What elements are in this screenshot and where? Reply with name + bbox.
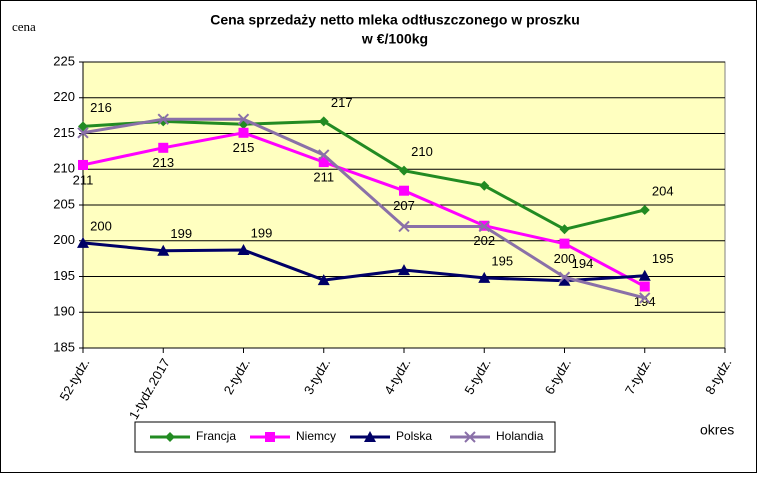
marker xyxy=(399,165,409,176)
marker xyxy=(479,180,490,191)
series-line xyxy=(82,119,646,231)
marker xyxy=(317,274,330,286)
y-tick-label: 210 xyxy=(53,161,75,176)
data-label: 199 xyxy=(251,225,273,240)
marker xyxy=(639,292,651,304)
y-tick-label: 185 xyxy=(53,339,75,354)
data-label: 216 xyxy=(90,100,112,115)
series-line xyxy=(82,117,646,300)
data-label: 211 xyxy=(73,172,94,187)
legend-label: Holandia xyxy=(496,429,544,443)
series-line xyxy=(82,241,645,283)
data-label: 195 xyxy=(491,253,513,268)
marker xyxy=(157,113,169,125)
marker xyxy=(157,244,170,256)
data-label: 215 xyxy=(233,140,255,155)
data-label: 210 xyxy=(411,144,433,159)
data-label: 217 xyxy=(331,95,353,110)
legend-label: Francja xyxy=(196,429,236,443)
y-tick-label: 200 xyxy=(53,232,75,247)
marker xyxy=(237,244,250,256)
data-label: 207 xyxy=(393,198,415,213)
marker xyxy=(464,431,476,443)
y-tick-label: 195 xyxy=(53,268,75,283)
marker xyxy=(78,121,88,132)
data-label: 204 xyxy=(652,183,674,198)
marker xyxy=(398,264,410,276)
y-tick-label: 220 xyxy=(53,89,75,104)
marker xyxy=(398,220,410,233)
legend-label: Polska xyxy=(396,429,432,443)
legend-label: Niemcy xyxy=(296,429,336,443)
marker xyxy=(559,224,570,235)
y-tick-label: 225 xyxy=(53,53,75,68)
y-tick-label: 215 xyxy=(53,125,75,140)
marker xyxy=(558,274,571,286)
marker xyxy=(559,238,570,249)
chart-title: Cena sprzedaży netto mleka odtłuszczoneg… xyxy=(210,12,580,28)
marker xyxy=(399,185,409,196)
marker xyxy=(165,432,175,442)
series-line xyxy=(82,131,646,288)
y-tick-label: 205 xyxy=(53,196,75,211)
marker xyxy=(318,116,329,127)
marker xyxy=(639,281,650,292)
marker xyxy=(318,157,329,168)
marker xyxy=(639,205,650,216)
marker xyxy=(558,271,571,283)
marker xyxy=(78,159,88,170)
data-label: 195 xyxy=(652,251,674,266)
marker xyxy=(238,127,249,138)
marker xyxy=(77,127,89,139)
data-label: 211 xyxy=(313,170,334,185)
marker xyxy=(478,271,491,283)
data-label: 202 xyxy=(473,233,495,248)
chart-subtitle: w €/100kg xyxy=(361,31,428,47)
marker xyxy=(265,432,275,442)
data-label: 200 xyxy=(90,218,112,233)
y-axis-label: cena xyxy=(12,19,36,34)
marker xyxy=(77,236,89,248)
x-axis-label: okres xyxy=(700,422,734,438)
marker xyxy=(638,269,651,281)
data-label: 213 xyxy=(152,155,174,170)
y-tick-label: 190 xyxy=(53,304,75,319)
marker xyxy=(237,113,250,125)
data-label: 200 xyxy=(554,251,576,266)
data-label: 194 xyxy=(572,256,594,271)
marker xyxy=(318,149,330,161)
marker xyxy=(158,142,169,153)
marker xyxy=(478,220,490,233)
data-label: 199 xyxy=(170,226,192,241)
marker xyxy=(364,431,376,442)
